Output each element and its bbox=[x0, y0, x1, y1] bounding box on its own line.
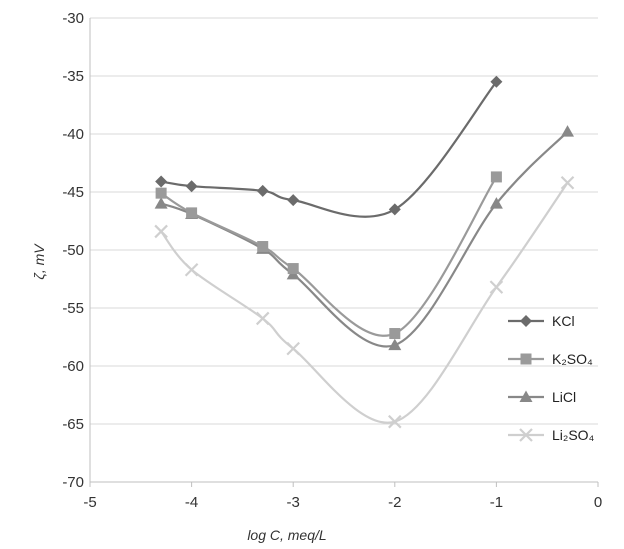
legend-marker bbox=[520, 353, 532, 365]
series-group bbox=[154, 75, 575, 429]
data-point-li2so4 bbox=[184, 262, 199, 277]
axes: -30 -35 -40 -45 -50 -55 -60 -65 -70 -5 -4 -3 -2 -1 0 bbox=[62, 10, 602, 511]
series-kcl bbox=[155, 75, 503, 218]
data-point-k2so4 bbox=[389, 328, 401, 340]
x-tick-label: -5 bbox=[83, 494, 96, 511]
legend-item-li2so4: Li₂SO₄ bbox=[508, 427, 595, 443]
data-point-k2so4 bbox=[155, 187, 167, 199]
y-tick-label: -70 bbox=[62, 474, 84, 491]
data-point-li2so4 bbox=[286, 341, 300, 356]
series-licl bbox=[154, 125, 575, 351]
data-point-licl bbox=[561, 125, 575, 137]
y-tick-label: -40 bbox=[62, 126, 84, 143]
legend-marker bbox=[519, 390, 533, 402]
data-point-kcl bbox=[490, 75, 503, 88]
series-line-li2so4 bbox=[160, 182, 569, 424]
legend-item-kcl: KCl bbox=[508, 313, 575, 329]
x-tick-label: -3 bbox=[287, 494, 300, 511]
y-tick-label: -45 bbox=[62, 184, 84, 201]
data-point-kcl bbox=[155, 175, 168, 188]
legend-label: K₂SO₄ bbox=[552, 351, 593, 367]
data-point-k2so4 bbox=[287, 263, 299, 275]
data-point-li2so4 bbox=[560, 175, 575, 190]
y-tick-label: -30 bbox=[62, 10, 84, 27]
legend-marker bbox=[520, 315, 532, 327]
data-point-kcl bbox=[388, 203, 401, 216]
x-tick-label: 0 bbox=[594, 494, 602, 511]
data-point-licl bbox=[489, 197, 503, 209]
legend-label: LiCl bbox=[552, 389, 576, 405]
legend-marker bbox=[519, 428, 533, 442]
x-axis-title: log C, meq/L bbox=[247, 527, 326, 543]
legend-label: KCl bbox=[552, 313, 575, 329]
y-tick-label: -35 bbox=[62, 68, 84, 85]
series-line-k2so4 bbox=[160, 176, 498, 337]
legend: KCl K₂SO₄ LiCl Li₂SO₄ bbox=[508, 313, 595, 443]
data-point-kcl bbox=[256, 184, 269, 197]
legend-item-k2so4: K₂SO₄ bbox=[508, 351, 593, 367]
data-point-k2so4 bbox=[186, 207, 198, 219]
data-point-li2so4 bbox=[255, 311, 270, 326]
data-point-licl bbox=[388, 338, 402, 351]
data-point-li2so4 bbox=[154, 224, 168, 239]
x-tick-label: -4 bbox=[185, 494, 198, 511]
x-tick-label: -2 bbox=[388, 494, 401, 511]
y-tick-label: -65 bbox=[62, 416, 84, 433]
series-k2so4 bbox=[155, 171, 502, 340]
x-tick-label: -1 bbox=[490, 494, 503, 511]
y-axis-title: ζ, mV bbox=[31, 243, 47, 280]
y-tick-label: -55 bbox=[62, 300, 84, 317]
data-point-kcl bbox=[287, 194, 300, 207]
legend-label: Li₂SO₄ bbox=[552, 427, 595, 443]
legend-item-licl: LiCl bbox=[508, 389, 576, 405]
data-point-licl bbox=[154, 197, 168, 209]
data-point-k2so4 bbox=[257, 241, 269, 253]
data-point-li2so4 bbox=[388, 414, 402, 429]
y-tick-label: -50 bbox=[62, 242, 84, 259]
series-line-licl bbox=[160, 130, 569, 348]
data-point-kcl bbox=[185, 180, 198, 193]
series-li2so4 bbox=[154, 175, 575, 429]
series-line-kcl bbox=[160, 81, 498, 218]
data-point-li2so4 bbox=[489, 280, 504, 294]
y-tick-label: -60 bbox=[62, 358, 84, 375]
data-point-k2so4 bbox=[490, 171, 502, 183]
